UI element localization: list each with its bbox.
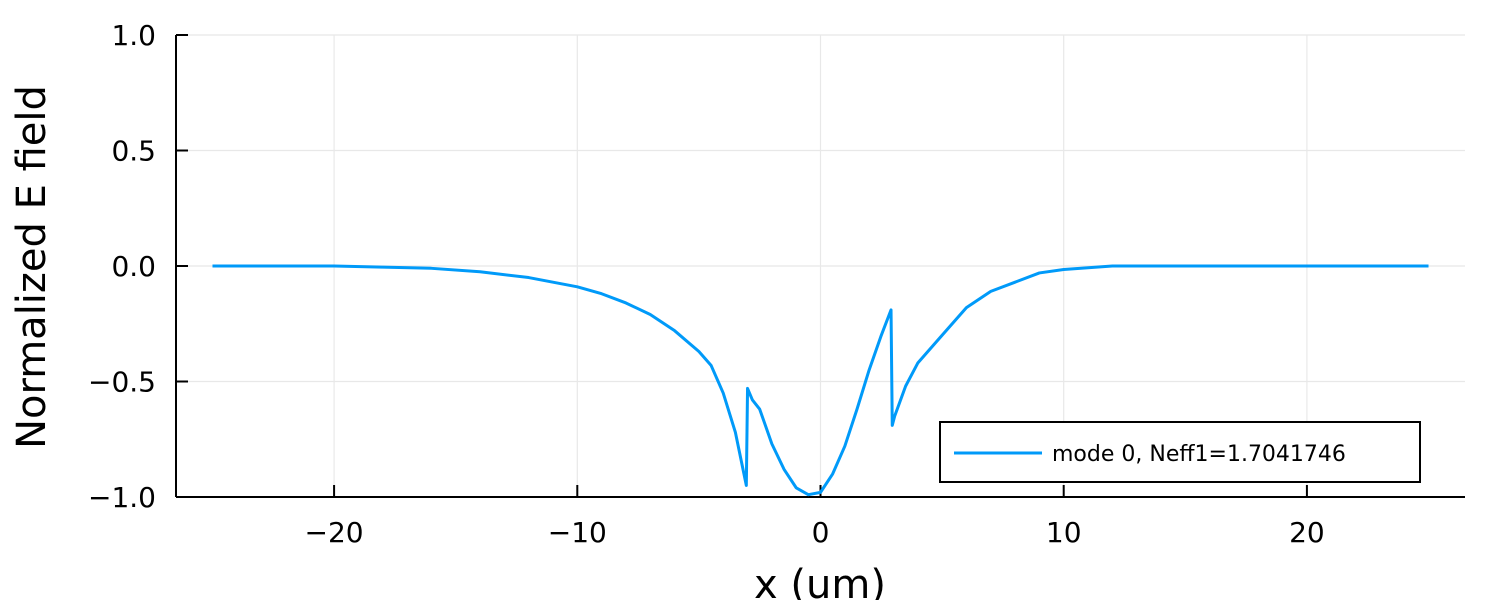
legend: mode 0, Neff1=1.7041746: [939, 421, 1421, 483]
x-tick-label: 10: [1046, 516, 1082, 549]
y-tick-label: −0.5: [88, 366, 156, 399]
series-line-mode-0: [212, 264, 1429, 497]
x-tick-label: 0: [812, 516, 830, 549]
x-tick-label: 20: [1289, 516, 1325, 549]
ticks: −20 −10 0 10 20 −1.0 −0.5 0.0 0.5 1.0: [88, 19, 1325, 549]
x-tick-label: −20: [305, 516, 364, 549]
y-tick-label: 0.0: [111, 250, 156, 283]
x-tick-label: −10: [548, 516, 607, 549]
series-layer: [212, 264, 1429, 497]
y-tick-label: 0.5: [111, 135, 156, 168]
x-axis-title: x (um): [754, 562, 886, 600]
y-axis-title: Normalized E field: [9, 85, 55, 449]
legend-label: mode 0, Neff1=1.7041746: [1052, 442, 1346, 467]
y-tick-label: 1.0: [111, 19, 156, 52]
y-tick-label: −1.0: [88, 481, 156, 514]
